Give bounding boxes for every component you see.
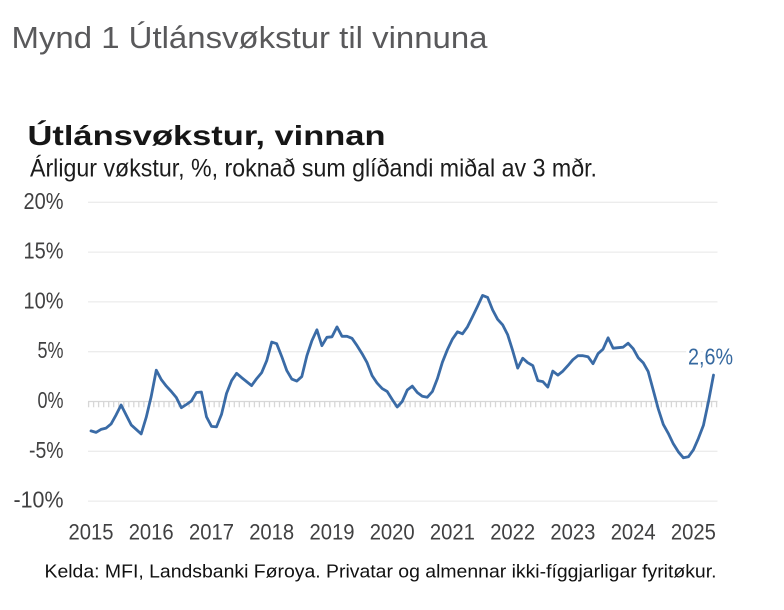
svg-text:Mynd 1 Útlánsvøkstur til vinnu: Mynd 1 Útlánsvøkstur til vinnuna <box>12 20 489 55</box>
svg-text:2024: 2024 <box>611 520 656 545</box>
svg-text:10%: 10% <box>24 287 64 313</box>
svg-text:2020: 2020 <box>370 520 415 545</box>
svg-text:2,6%: 2,6% <box>688 344 733 370</box>
svg-text:2017: 2017 <box>189 520 234 545</box>
svg-text:20%: 20% <box>24 188 64 214</box>
svg-text:2021: 2021 <box>430 520 475 545</box>
svg-text:2016: 2016 <box>129 520 174 545</box>
svg-text:5%: 5% <box>38 337 64 363</box>
svg-text:Árligur vøkstur, %, roknað sum: Árligur vøkstur, %, roknað sum glíðandi … <box>30 154 597 183</box>
svg-text:15%: 15% <box>24 238 64 264</box>
svg-text:0%: 0% <box>38 387 64 413</box>
svg-text:Kelda: MFI, Landsbanki Føroya.: Kelda: MFI, Landsbanki Føroya. Privatar … <box>45 561 717 582</box>
svg-text:2019: 2019 <box>310 520 355 545</box>
svg-text:2022: 2022 <box>490 520 535 545</box>
svg-text:-5%: -5% <box>29 437 64 463</box>
svg-text:2025: 2025 <box>671 520 716 545</box>
svg-text:2023: 2023 <box>550 520 595 545</box>
svg-text:-10%: -10% <box>14 487 64 513</box>
svg-text:2018: 2018 <box>249 520 294 545</box>
svg-text:2015: 2015 <box>69 520 114 545</box>
svg-text:Útlánsvøkstur, vinnan: Útlánsvøkstur, vinnan <box>28 120 386 151</box>
